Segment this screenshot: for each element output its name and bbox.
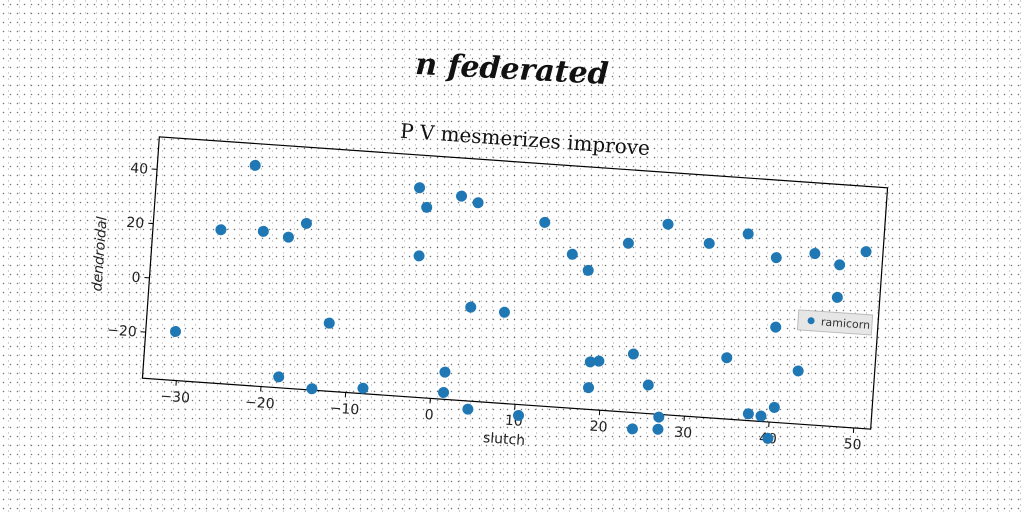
x-tick-label: 0	[424, 407, 434, 424]
data-point	[439, 366, 451, 378]
y-tick-label: 0	[131, 270, 141, 287]
data-point	[703, 237, 715, 249]
data-point	[831, 291, 843, 303]
data-point	[721, 352, 733, 364]
data-point	[762, 432, 774, 444]
data-point	[768, 401, 780, 413]
data-point	[652, 423, 664, 435]
data-point	[834, 259, 846, 271]
data-point	[792, 365, 804, 377]
y-tick-label: −20	[107, 322, 138, 340]
data-point	[257, 225, 269, 237]
data-point	[472, 197, 484, 209]
legend-box	[796, 309, 874, 336]
x-tick-label: 20	[589, 419, 608, 436]
data-point	[421, 201, 433, 213]
data-point	[169, 325, 181, 337]
data-point	[513, 409, 525, 421]
data-point	[249, 159, 261, 171]
data-point	[742, 228, 754, 240]
chart-title: P V mesmerizes improve	[399, 119, 650, 160]
data-point	[627, 348, 639, 360]
data-point	[770, 252, 782, 264]
data-point	[653, 411, 665, 423]
data-point	[626, 423, 638, 435]
y-axis: −20 0 20 40	[107, 161, 158, 340]
x-tick-label: 50	[843, 436, 862, 453]
data-point	[413, 250, 425, 262]
data-point	[860, 246, 872, 258]
data-point	[755, 410, 767, 422]
data-point	[273, 371, 285, 383]
y-tick-label: 40	[130, 161, 149, 178]
data-point	[300, 217, 312, 229]
data-point	[593, 355, 605, 367]
data-point	[323, 317, 335, 329]
data-point	[539, 216, 551, 228]
x-tick-label: −20	[245, 394, 276, 412]
data-point	[306, 383, 318, 395]
data-point	[357, 382, 369, 394]
data-point	[498, 306, 510, 318]
data-point	[462, 403, 474, 415]
data-point	[465, 301, 477, 313]
data-point	[438, 386, 450, 398]
y-axis-label: dendroidal	[89, 216, 110, 292]
data-points	[169, 159, 872, 444]
data-point	[456, 190, 468, 202]
plot-area-frame	[141, 136, 889, 430]
data-point	[742, 408, 754, 420]
data-point	[582, 264, 594, 276]
x-tick-label: 30	[674, 424, 693, 441]
data-point	[642, 379, 654, 391]
data-point	[584, 356, 596, 368]
data-point	[770, 321, 782, 333]
data-point	[282, 231, 294, 243]
data-point	[809, 248, 821, 260]
data-point	[215, 224, 227, 236]
legend: ramicorn	[796, 309, 874, 336]
legend-marker	[807, 317, 815, 325]
data-point	[566, 248, 578, 260]
data-point	[583, 382, 595, 394]
data-point	[622, 237, 634, 249]
y-tick-label: 20	[126, 215, 145, 232]
x-tick-label: −30	[160, 389, 191, 407]
legend-label: ramicorn	[821, 315, 871, 331]
data-point	[414, 182, 426, 194]
x-axis-label: slutch	[482, 430, 525, 449]
data-point	[662, 218, 674, 230]
x-tick-label: −10	[329, 400, 360, 418]
